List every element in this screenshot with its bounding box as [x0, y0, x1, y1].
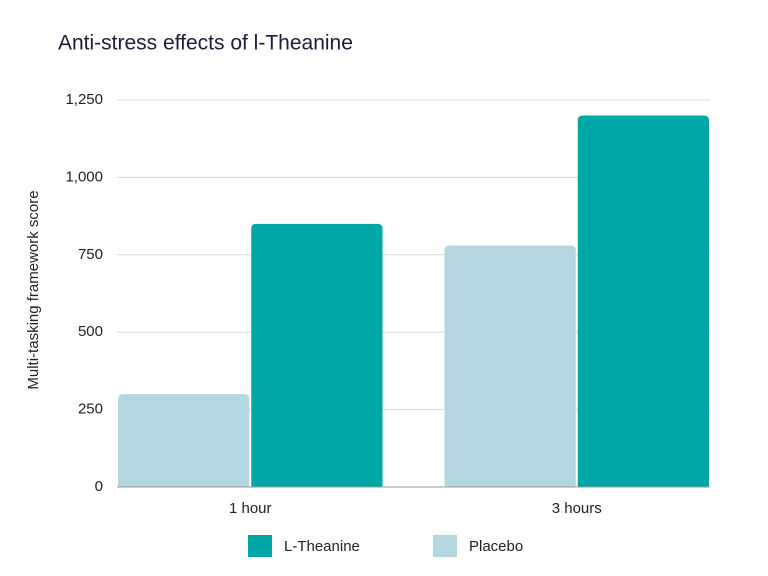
y-tick-label: 750: [78, 246, 103, 263]
bar: [577, 115, 709, 487]
x-tick-label: 3 hours: [552, 500, 602, 517]
y-tick-label: 1,250: [65, 91, 103, 108]
legend-swatch: [248, 535, 272, 557]
y-tick-label: 250: [78, 401, 103, 418]
bar: [444, 245, 576, 487]
legend-label: L-Theanine: [284, 538, 360, 555]
y-axis-title: Multi-tasking framework score: [25, 190, 42, 389]
legend-label: Placebo: [469, 538, 523, 555]
bar: [251, 223, 383, 487]
bar: [118, 394, 250, 487]
y-tick-label: 0: [95, 478, 103, 495]
y-tick-label: 1,000: [65, 168, 103, 185]
chart-title: Anti-stress effects of l-Theanine: [58, 32, 353, 55]
x-tick-label: 1 hour: [229, 500, 272, 517]
legend-swatch: [433, 535, 457, 557]
y-tick-label: 500: [78, 323, 103, 340]
